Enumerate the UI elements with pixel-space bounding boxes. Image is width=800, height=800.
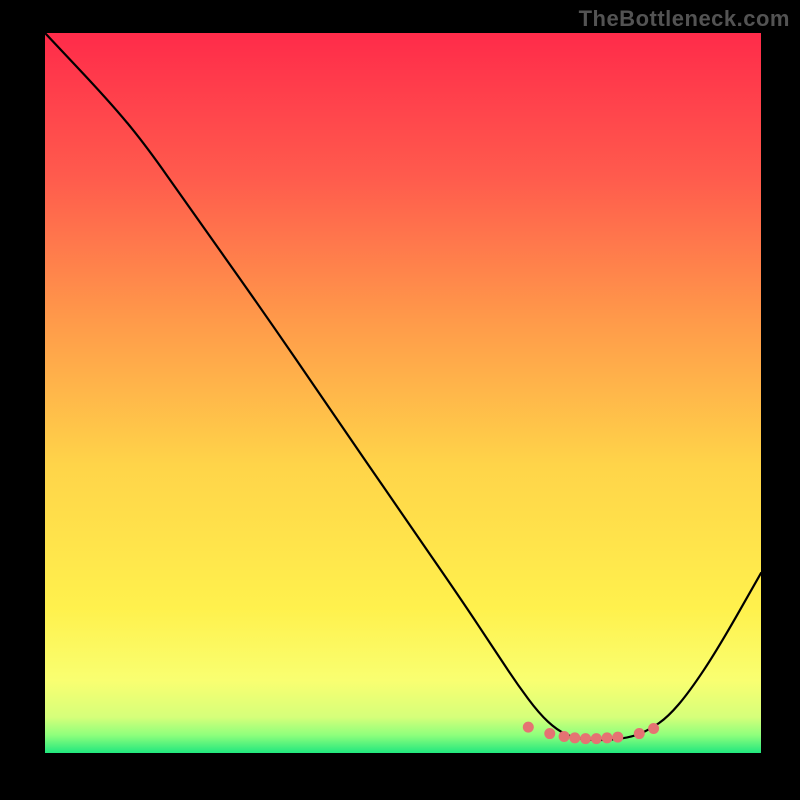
marker-dot <box>602 732 613 743</box>
marker-dot <box>648 723 659 734</box>
plot-area <box>45 33 761 753</box>
marker-dot <box>569 732 580 743</box>
marker-dot <box>580 733 591 744</box>
chart-svg <box>45 33 761 753</box>
marker-dot <box>523 722 534 733</box>
marker-dot <box>559 731 570 742</box>
marker-dot <box>544 728 555 739</box>
marker-dot <box>591 733 602 744</box>
gradient-background <box>45 33 761 753</box>
watermark-text: TheBottleneck.com <box>579 6 790 32</box>
marker-dot <box>634 728 645 739</box>
marker-dot <box>612 732 623 743</box>
